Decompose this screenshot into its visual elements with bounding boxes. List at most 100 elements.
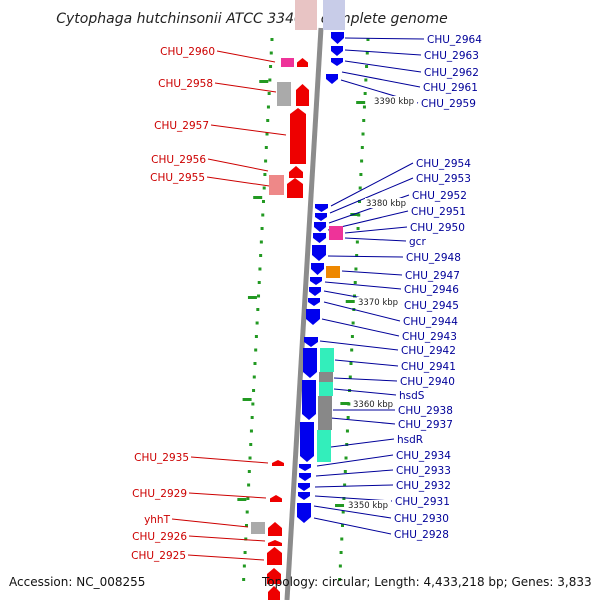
tick-left <box>254 335 258 338</box>
tick-right <box>344 456 348 460</box>
leader-left <box>188 535 266 542</box>
tick-right <box>355 254 359 257</box>
tick-right <box>360 146 364 149</box>
tick-major <box>335 504 345 507</box>
gene-label-right: CHU_2950 <box>410 222 465 234</box>
gene-label-right: CHU_2938 <box>398 405 453 417</box>
tick-left <box>265 132 269 136</box>
tick-major <box>242 398 252 401</box>
tick-right <box>364 78 368 82</box>
forward-gene <box>311 263 324 275</box>
tick-left <box>270 38 274 41</box>
forward-gene <box>297 503 311 523</box>
tick-right <box>365 65 369 68</box>
gray-feature <box>251 522 265 534</box>
forward-gene <box>312 245 326 261</box>
leader-right <box>327 255 404 258</box>
tick-left <box>250 416 254 419</box>
tick-left <box>264 146 268 149</box>
forward-gene <box>306 309 320 325</box>
forward-gene <box>308 298 320 306</box>
gene-label-right: CHU_2952 <box>412 190 467 202</box>
tick-right <box>338 564 342 568</box>
tick-right <box>359 173 363 176</box>
scale-label: 3370 kbp <box>358 298 398 308</box>
map-title: Cytophaga hutchinsonii ATCC 33406, compl… <box>56 11 447 27</box>
genome-backbone <box>284 0 345 600</box>
gene-label-left: CHU_2955 <box>150 172 205 184</box>
leader-right <box>313 505 392 519</box>
tick-major <box>237 498 247 501</box>
gene-label-right: CHU_2932 <box>396 480 451 492</box>
reverse-gene <box>268 522 282 536</box>
tick-right <box>362 105 366 109</box>
tick-left <box>245 510 249 514</box>
forward-gene <box>315 213 327 221</box>
tick-right <box>358 186 362 190</box>
gene-label-right: CHU_2964 <box>427 34 482 46</box>
forward-gene <box>313 233 326 243</box>
leader-left <box>188 492 267 499</box>
tick-right <box>363 92 367 95</box>
leader-right <box>321 318 400 337</box>
tick-right <box>353 294 357 298</box>
scale-label: 3360 kbp <box>353 400 393 410</box>
forward-gene <box>303 348 317 378</box>
scale-label-bg <box>347 500 391 510</box>
forward-gene <box>315 204 328 212</box>
reverse-gene <box>287 178 303 198</box>
gene-label-left: yhhT <box>144 514 171 526</box>
scale-label-bg <box>373 96 417 106</box>
leader-right <box>333 388 397 396</box>
tick-left <box>244 537 248 541</box>
tick-left <box>257 281 261 284</box>
gene-label-left: CHU_2926 <box>132 531 187 543</box>
reverse-gene <box>296 84 309 106</box>
tick-left <box>255 321 259 325</box>
tick-right <box>360 159 364 163</box>
tick-right <box>355 240 359 244</box>
tick-major <box>259 80 269 83</box>
tick-right <box>349 362 353 365</box>
tick-left <box>242 564 246 568</box>
gene-label-right: hsdS <box>399 390 425 402</box>
leader-left <box>190 456 269 464</box>
scale-label-bg <box>365 198 409 208</box>
reverse-gene <box>268 540 282 546</box>
gene-label-right: gcr <box>409 236 426 248</box>
reverse-gene <box>272 460 284 466</box>
leader-right <box>344 226 408 234</box>
forward-gene <box>299 473 311 481</box>
tick-left <box>264 159 268 163</box>
tick-right <box>339 551 343 554</box>
gene-label-left: CHU_2957 <box>154 120 209 132</box>
gene-label-right: CHU_2961 <box>423 82 478 94</box>
gene-label-right: CHU_2933 <box>396 465 451 477</box>
tick-major <box>340 402 350 405</box>
leader-right <box>334 359 399 367</box>
gene-label-right: CHU_2934 <box>396 450 451 462</box>
gray-feature <box>277 82 291 106</box>
tick-left <box>262 186 266 190</box>
scale-label: 3390 kbp <box>374 97 414 107</box>
accession-text: Accession: NC_008255 <box>9 575 145 589</box>
tick-right <box>338 578 342 581</box>
gene-label-left: CHU_2960 <box>160 46 215 58</box>
tick-right <box>353 281 357 284</box>
gene-label-left: CHU_2956 <box>151 154 206 166</box>
tick-right <box>366 38 370 41</box>
tick-left <box>253 362 257 365</box>
tick-right <box>343 470 347 473</box>
leader-right <box>330 417 396 425</box>
tick-right <box>341 510 345 514</box>
tick-right <box>362 119 366 122</box>
tick-left <box>254 348 258 352</box>
tick-left <box>267 92 271 95</box>
tick-left <box>261 213 265 217</box>
leader-right <box>344 237 407 242</box>
tick-left <box>251 402 255 406</box>
leader-right <box>341 71 421 88</box>
gene-label-right: CHU_2937 <box>398 419 453 431</box>
leader-right <box>316 454 394 467</box>
tick-left <box>252 389 256 392</box>
